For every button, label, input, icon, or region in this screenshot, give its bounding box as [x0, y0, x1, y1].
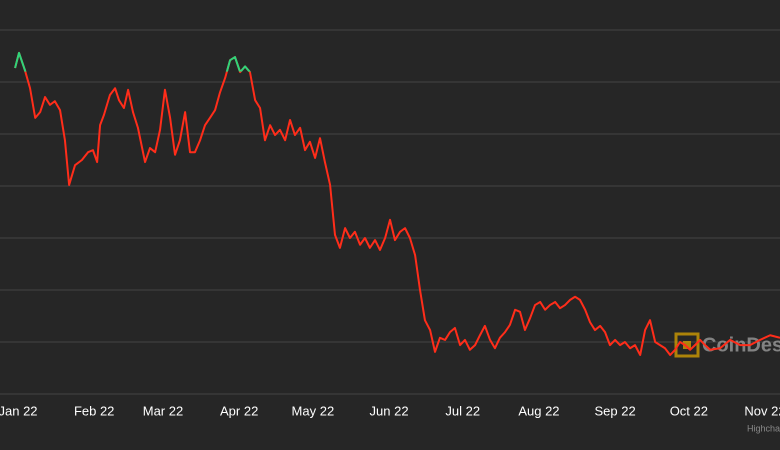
x-tick-label: Oct 22	[670, 403, 708, 418]
x-tick-label: Jul 22	[445, 403, 480, 418]
x-tick-label: May 22	[292, 403, 335, 418]
x-tick-label: Nov 22	[744, 403, 780, 418]
x-tick-label: Feb 22	[74, 403, 114, 418]
watermark-logo	[674, 332, 700, 358]
x-tick-label: Mar 22	[143, 403, 183, 418]
x-tick-label: Jan 22	[0, 403, 38, 418]
x-tick-label: Jun 22	[370, 403, 409, 418]
x-tick-label: Apr 22	[220, 403, 258, 418]
credit: Highcharts	[747, 423, 780, 433]
x-tick-label: Sep 22	[595, 403, 636, 418]
x-tick-label: Aug 22	[518, 403, 559, 418]
price-line	[14, 51, 780, 356]
